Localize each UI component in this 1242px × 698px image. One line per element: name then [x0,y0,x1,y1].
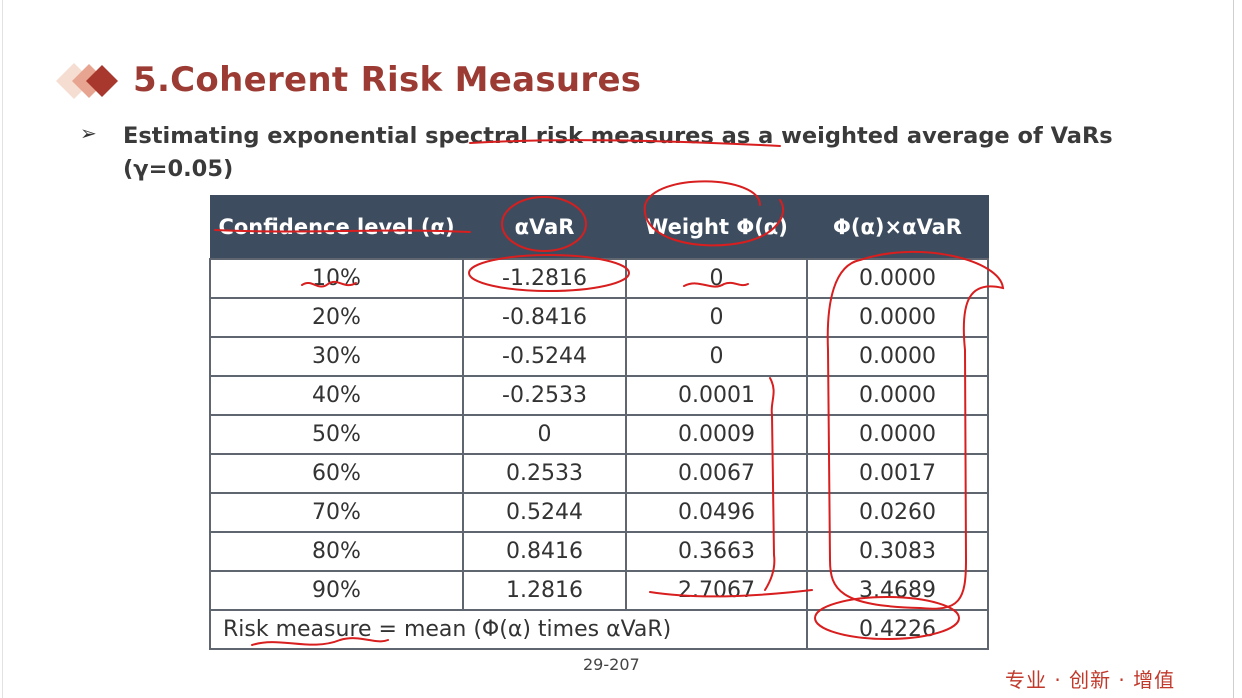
summary-label: Risk measure = mean (Φ(α) times αVaR) [209,609,808,650]
cell-confidence: 90% [209,570,464,611]
cell-avar: 0.2533 [462,453,627,494]
table-row: 70% 0.5244 0.0496 0.0260 [209,492,989,533]
cell-confidence: 70% [209,492,464,533]
cell-avar: 1.2816 [462,570,627,611]
cell-avar: -1.2816 [462,258,627,299]
header-weighted-var: Φ(α)×αVaR [806,195,989,260]
cell-product: 0.0000 [806,375,989,416]
title-diamond-icon [56,63,118,99]
cell-product: 0.0260 [806,492,989,533]
bullet-text: Estimating exponential spectral risk mea… [123,123,1113,182]
table-row: 10% -1.2816 0 0.0000 [209,258,989,299]
cell-product: 0.0000 [806,258,989,299]
cell-product: 0.0017 [806,453,989,494]
cell-weight: 0.0067 [625,453,808,494]
page-number: 29-207 [583,655,640,674]
var-table: Confidence level (α) αVaR Weight Φ(α) Φ(… [209,195,989,650]
cell-product: 3.4689 [806,570,989,611]
table-header-row: Confidence level (α) αVaR Weight Φ(α) Φ(… [209,195,989,260]
cell-confidence: 20% [209,297,464,338]
cell-confidence: 10% [209,258,464,299]
table-row: 40% -0.2533 0.0001 0.0000 [209,375,989,416]
slide-title: 5.Coherent Risk Measures [133,60,642,100]
header-confidence-level: Confidence level (α) [209,195,464,260]
cell-weight: 0.3663 [625,531,808,572]
table-row: 90% 1.2816 2.7067 3.4689 [209,570,989,611]
cell-confidence: 50% [209,414,464,455]
cell-weight: 0.0009 [625,414,808,455]
cell-avar: 0 [462,414,627,455]
slide-edge-left [2,0,3,698]
table-row: 30% -0.5244 0 0.0000 [209,336,989,377]
cell-avar: 0.8416 [462,531,627,572]
cell-product: 0.0000 [806,414,989,455]
table-row: 60% 0.2533 0.0067 0.0017 [209,453,989,494]
summary-value: 0.4226 [806,609,989,650]
table-row: 20% -0.8416 0 0.0000 [209,297,989,338]
cell-weight: 0.0001 [625,375,808,416]
slide-edge-right [1233,0,1234,698]
bullet-arrow-icon: ➢ [80,121,97,145]
cell-avar: -0.5244 [462,336,627,377]
cell-weight: 0.0496 [625,492,808,533]
cell-confidence: 40% [209,375,464,416]
header-weight: Weight Φ(α) [625,195,808,260]
table-row: 80% 0.8416 0.3663 0.3083 [209,531,989,572]
cell-confidence: 30% [209,336,464,377]
header-avar: αVaR [462,195,627,260]
cell-weight: 0 [625,258,808,299]
cell-avar: 0.5244 [462,492,627,533]
cell-weight: 0 [625,297,808,338]
cell-avar: -0.2533 [462,375,627,416]
cell-confidence: 80% [209,531,464,572]
brand-slogan: 专业 · 创新 · 增值 [1005,668,1176,692]
cell-confidence: 60% [209,453,464,494]
cell-weight: 2.7067 [625,570,808,611]
cell-weight: 0 [625,336,808,377]
cell-avar: -0.8416 [462,297,627,338]
summary-row: Risk measure = mean (Φ(α) times αVaR) 0.… [209,609,989,650]
cell-product: 0.0000 [806,297,989,338]
table-row: 50% 0 0.0009 0.0000 [209,414,989,455]
cell-product: 0.0000 [806,336,989,377]
cell-product: 0.3083 [806,531,989,572]
